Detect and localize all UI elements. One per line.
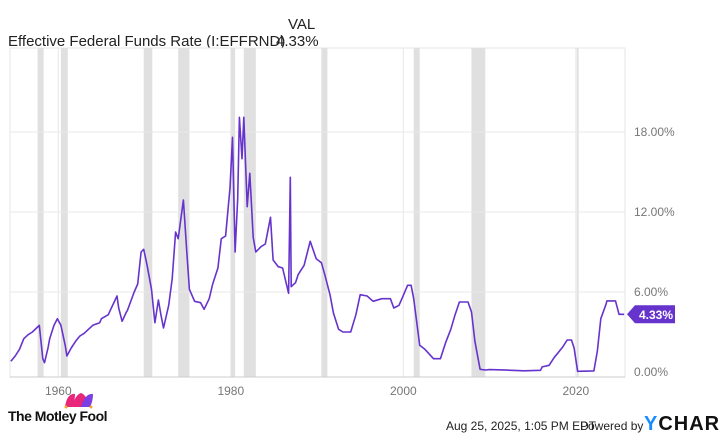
recession-band [37, 48, 44, 377]
val-header: VAL [288, 16, 316, 33]
jester-hat-icon [64, 393, 93, 409]
series-value: 4.33% [276, 33, 319, 50]
x-tick-label: 2000 [390, 384, 417, 398]
recession-band [471, 48, 486, 377]
y-tick-label: 18.00% [634, 125, 675, 139]
plot-area [9, 47, 626, 378]
last-value-label: 4.33% [639, 308, 673, 322]
recession-band [143, 48, 153, 377]
recession-band [413, 48, 420, 377]
recession-band [178, 48, 190, 377]
recession-band [576, 48, 579, 377]
ycharts-logo[interactable]: YCHARTS [644, 413, 720, 435]
brand-name: The Motley Fool [8, 408, 108, 424]
motley-fool-logo: The Motley Fool [8, 393, 108, 426]
y-tick-label: 6.00% [634, 285, 668, 299]
powered-by: Powered by [580, 419, 644, 433]
y-tick-label: 12.00% [634, 205, 675, 219]
last-value-badge [627, 305, 675, 324]
series-label: Effective Federal Funds Rate (I:EFFRND) [8, 33, 286, 50]
timestamp: Aug 25, 2025, 1:05 PM EDT [446, 419, 597, 433]
recession-band [60, 48, 68, 377]
recession-band [230, 48, 236, 377]
recession-band [243, 48, 256, 377]
x-tick-label: 1980 [217, 384, 244, 398]
y-tick-label: 0.00% [634, 365, 668, 379]
series-line [10, 116, 625, 373]
x-tick-label: 2020 [562, 384, 589, 398]
recession-band [321, 48, 328, 377]
